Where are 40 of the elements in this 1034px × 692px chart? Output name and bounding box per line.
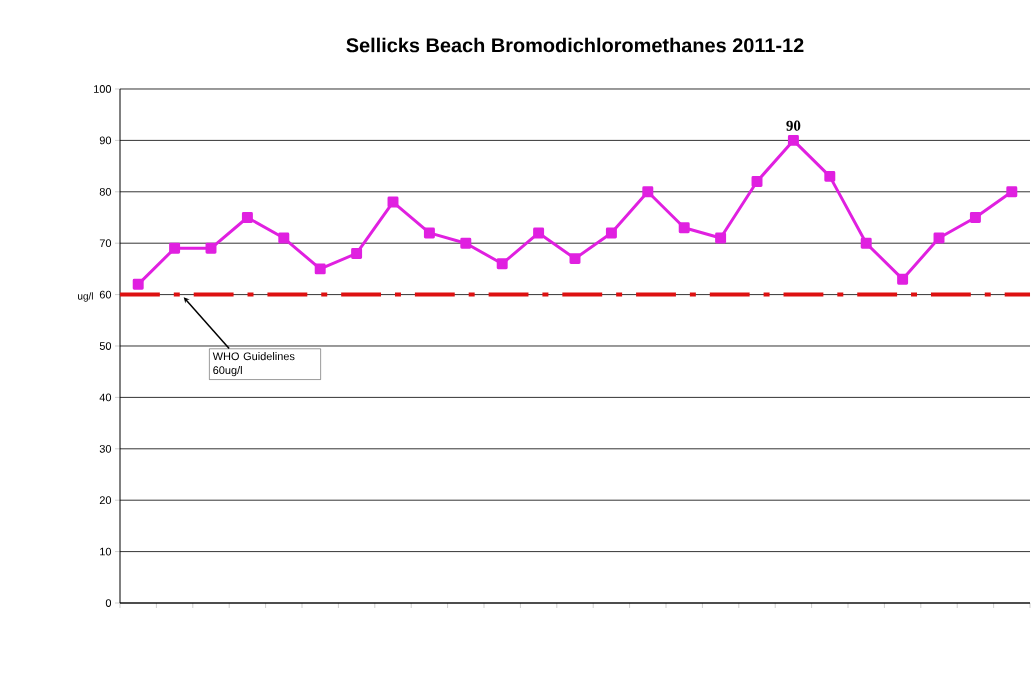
y-tick-label: 60 xyxy=(99,290,112,299)
point xyxy=(169,242,181,254)
point xyxy=(387,196,399,208)
y-tick-label: 0 xyxy=(105,599,112,607)
point xyxy=(787,134,799,146)
point xyxy=(1006,186,1018,198)
y-tick-label: 20 xyxy=(99,496,112,505)
y-tick-label: 50 xyxy=(99,342,112,350)
point xyxy=(969,212,981,223)
point xyxy=(933,232,945,244)
y-tick-label: 40 xyxy=(99,393,112,402)
ref-line-label: WHO Guidelines 60ug/l xyxy=(212,352,295,377)
point xyxy=(605,227,617,239)
y-tick-label: 90 xyxy=(99,136,112,145)
point xyxy=(678,222,690,234)
point xyxy=(132,278,144,290)
point xyxy=(824,170,836,182)
chart-title: Sellicks Beach Bromodichloromethanes 2011-12 xyxy=(346,37,804,53)
point xyxy=(569,253,581,265)
y-tick-label: 70 xyxy=(99,239,112,248)
y-tick-label: 30 xyxy=(99,444,112,453)
point xyxy=(351,247,363,259)
point xyxy=(205,242,217,254)
data-label: 90 xyxy=(786,120,801,131)
point xyxy=(241,212,253,223)
point xyxy=(314,263,326,275)
y-tick-label: 10 xyxy=(100,547,112,556)
point xyxy=(751,176,763,187)
point xyxy=(278,232,290,244)
point xyxy=(533,227,545,239)
point xyxy=(897,273,909,285)
point xyxy=(642,186,654,198)
point xyxy=(460,237,472,249)
point xyxy=(715,232,727,244)
y-tick-label: 80 xyxy=(99,187,112,196)
point xyxy=(423,227,435,239)
point xyxy=(860,237,872,249)
point xyxy=(496,258,508,270)
y-tick-label: 100 xyxy=(94,85,112,93)
y-axis-title: ug/l xyxy=(78,292,93,302)
